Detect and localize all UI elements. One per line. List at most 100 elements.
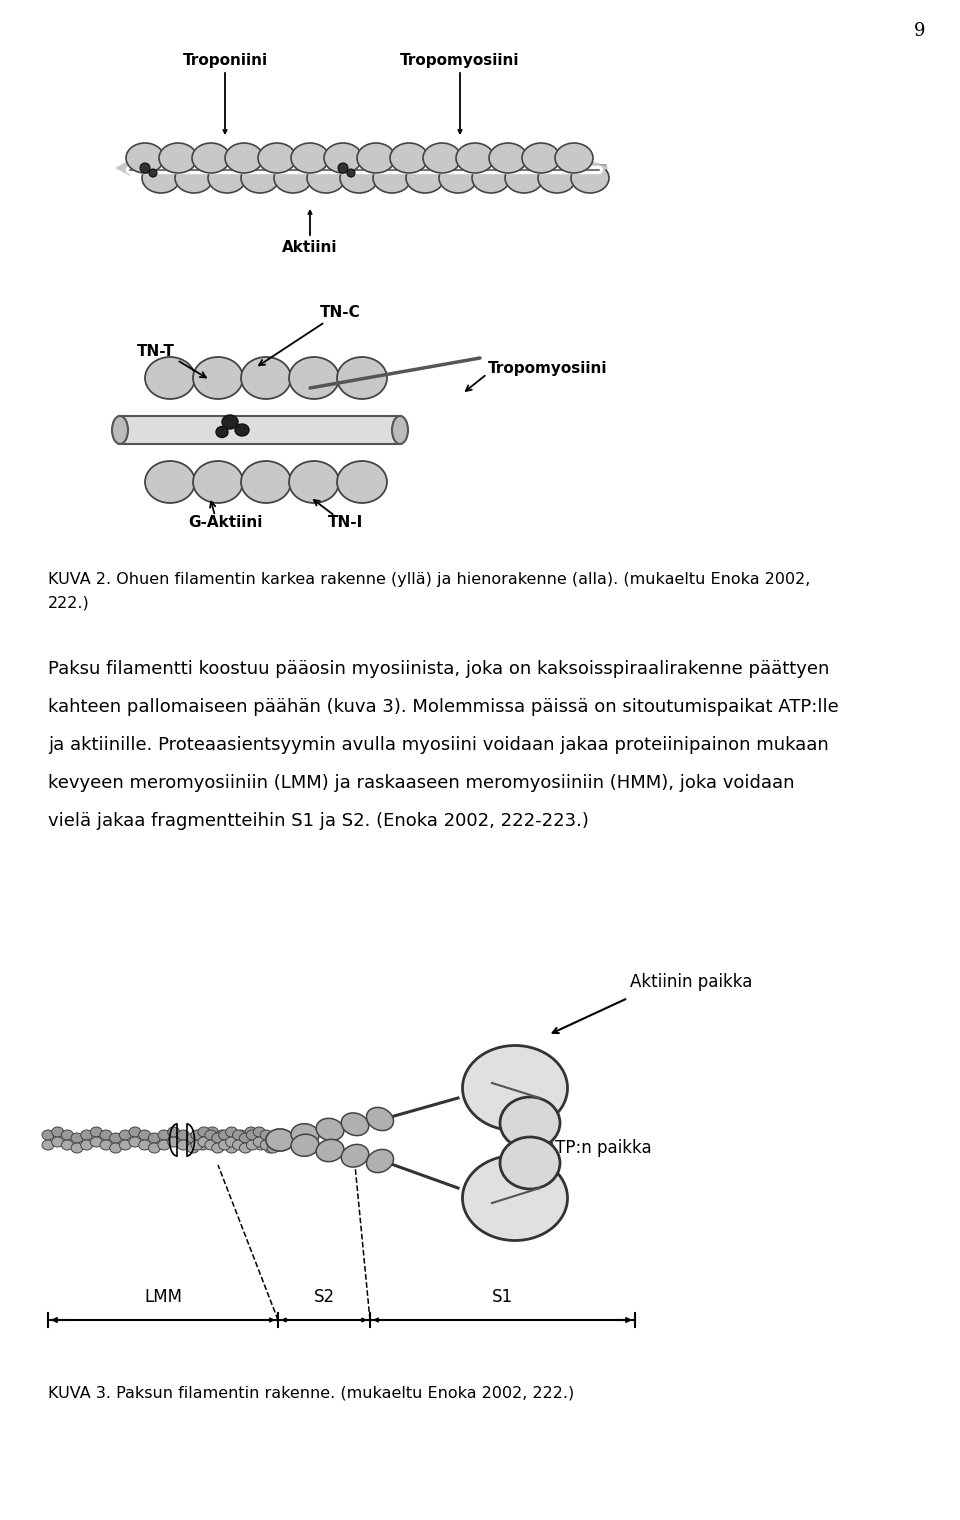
Ellipse shape (267, 1143, 279, 1154)
Ellipse shape (100, 1140, 112, 1151)
Ellipse shape (406, 163, 444, 193)
Ellipse shape (42, 1129, 54, 1140)
Ellipse shape (373, 163, 411, 193)
Ellipse shape (197, 1140, 208, 1151)
Ellipse shape (463, 1155, 567, 1240)
Ellipse shape (100, 1129, 112, 1140)
Ellipse shape (126, 143, 164, 173)
Ellipse shape (206, 1126, 218, 1137)
Ellipse shape (289, 357, 339, 400)
Text: vielä jakaa fragmentteihin S1 ja S2. (Enoka 2002, 222-223.): vielä jakaa fragmentteihin S1 ja S2. (En… (48, 812, 588, 830)
Ellipse shape (158, 1129, 170, 1140)
Ellipse shape (52, 1137, 63, 1148)
Ellipse shape (258, 143, 296, 173)
Ellipse shape (191, 1140, 203, 1151)
Ellipse shape (204, 1129, 217, 1140)
Ellipse shape (267, 1132, 279, 1143)
Ellipse shape (109, 1143, 122, 1154)
Ellipse shape (178, 1140, 189, 1151)
Ellipse shape (254, 1129, 267, 1140)
Ellipse shape (226, 1137, 237, 1148)
Ellipse shape (253, 1137, 265, 1148)
Ellipse shape (392, 416, 408, 444)
Text: TN-T: TN-T (137, 345, 175, 360)
Ellipse shape (337, 357, 387, 400)
Ellipse shape (119, 1129, 132, 1140)
Ellipse shape (138, 1129, 151, 1140)
Ellipse shape (316, 1119, 344, 1140)
Text: TN-C: TN-C (320, 306, 361, 321)
Ellipse shape (145, 357, 195, 400)
Ellipse shape (423, 143, 461, 173)
Ellipse shape (505, 163, 543, 193)
Text: kahteen pallomaiseen päähän (kuva 3). Molemmissa päissä on sitoutumispaikat ATP:: kahteen pallomaiseen päähän (kuva 3). Mo… (48, 698, 839, 716)
Ellipse shape (463, 1046, 567, 1131)
Ellipse shape (245, 1126, 257, 1137)
Ellipse shape (232, 1129, 245, 1140)
Ellipse shape (216, 1140, 228, 1151)
Ellipse shape (178, 1129, 189, 1140)
Text: Tropomyosiini: Tropomyosiini (488, 360, 608, 375)
Ellipse shape (208, 163, 246, 193)
Ellipse shape (340, 163, 378, 193)
Ellipse shape (247, 1140, 258, 1151)
Ellipse shape (222, 415, 238, 429)
Ellipse shape (235, 1129, 248, 1140)
Ellipse shape (274, 163, 312, 193)
Ellipse shape (187, 1143, 199, 1154)
Ellipse shape (456, 143, 494, 173)
Ellipse shape (291, 143, 329, 173)
Ellipse shape (226, 1143, 238, 1154)
Ellipse shape (439, 163, 477, 193)
Ellipse shape (42, 1140, 54, 1151)
Ellipse shape (168, 1137, 180, 1148)
Ellipse shape (52, 1126, 63, 1137)
Ellipse shape (187, 1132, 199, 1143)
Ellipse shape (341, 1145, 369, 1167)
Ellipse shape (198, 1126, 210, 1137)
Ellipse shape (225, 143, 263, 173)
Ellipse shape (357, 143, 395, 173)
Ellipse shape (316, 1140, 344, 1161)
Text: S2: S2 (313, 1287, 335, 1306)
Text: Tropomyosiini: Tropomyosiini (400, 53, 519, 68)
Ellipse shape (264, 1132, 276, 1143)
Ellipse shape (142, 163, 180, 193)
Ellipse shape (216, 1129, 228, 1140)
Ellipse shape (81, 1129, 93, 1140)
Ellipse shape (291, 1123, 319, 1146)
Text: Aktiini: Aktiini (282, 240, 338, 255)
Ellipse shape (226, 1132, 238, 1143)
Ellipse shape (159, 143, 197, 173)
Ellipse shape (338, 163, 348, 173)
Ellipse shape (129, 1137, 141, 1148)
Ellipse shape (489, 143, 527, 173)
Ellipse shape (266, 1129, 294, 1151)
Ellipse shape (247, 1129, 258, 1140)
Text: KUVA 3. Paksun filamentin rakenne. (mukaeltu Enoka 2002, 222.): KUVA 3. Paksun filamentin rakenne. (muka… (48, 1385, 574, 1400)
Ellipse shape (367, 1108, 394, 1131)
Ellipse shape (61, 1140, 73, 1151)
Ellipse shape (149, 1132, 160, 1143)
Ellipse shape (175, 163, 213, 193)
Ellipse shape (112, 416, 128, 444)
Ellipse shape (500, 1097, 560, 1149)
Ellipse shape (241, 461, 291, 503)
Ellipse shape (193, 461, 243, 503)
Ellipse shape (538, 163, 576, 193)
Ellipse shape (472, 163, 510, 193)
Text: Aktiinin paikka: Aktiinin paikka (630, 973, 753, 991)
Ellipse shape (129, 1126, 141, 1137)
Ellipse shape (341, 1113, 369, 1135)
Text: S1: S1 (492, 1287, 513, 1306)
Ellipse shape (90, 1137, 103, 1148)
Ellipse shape (193, 357, 243, 400)
Ellipse shape (81, 1140, 93, 1151)
Ellipse shape (291, 1134, 319, 1157)
Ellipse shape (235, 1140, 248, 1151)
Ellipse shape (149, 1143, 160, 1154)
Text: 9: 9 (914, 21, 925, 40)
Polygon shape (115, 160, 130, 176)
Ellipse shape (324, 143, 362, 173)
Ellipse shape (219, 1129, 230, 1140)
